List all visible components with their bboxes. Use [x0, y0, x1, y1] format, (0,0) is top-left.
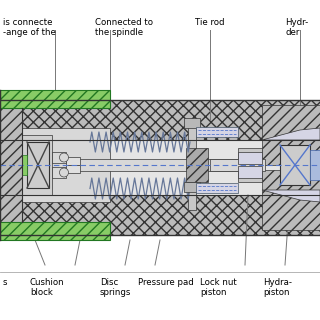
Text: Hydra-: Hydra- [263, 278, 292, 287]
Bar [186, 148, 208, 182]
Bar [196, 183, 238, 193]
Bar [262, 170, 320, 230]
Text: block: block [30, 288, 53, 297]
Text: Connected to: Connected to [95, 18, 153, 27]
Bar [188, 174, 196, 210]
Bar [310, 150, 320, 180]
Bar [0, 90, 110, 108]
Text: Hydr-: Hydr- [285, 18, 308, 27]
Bar [238, 148, 262, 182]
Bar [22, 128, 110, 202]
Bar [66, 157, 80, 165]
Bar [22, 135, 52, 195]
Bar [0, 100, 320, 140]
Bar [184, 182, 200, 192]
Bar [238, 166, 262, 178]
Text: Disc: Disc [100, 278, 118, 287]
Text: Pressure pad: Pressure pad [138, 278, 194, 287]
Text: piston: piston [263, 288, 290, 297]
Bar [210, 159, 265, 171]
Text: Lock nut: Lock nut [200, 278, 237, 287]
Bar [52, 167, 66, 178]
Bar [262, 105, 320, 165]
Bar [184, 118, 200, 128]
Bar [280, 145, 310, 185]
Text: is connecte: is connecte [3, 18, 52, 27]
Text: springs: springs [100, 288, 132, 297]
Bar [0, 195, 320, 235]
Bar [27, 142, 49, 188]
Text: der: der [285, 28, 300, 37]
Polygon shape [262, 128, 320, 140]
Circle shape [60, 168, 68, 177]
Bar [22, 155, 27, 175]
Text: the spindle: the spindle [95, 28, 143, 37]
Bar [78, 159, 238, 171]
Text: Cushion: Cushion [30, 278, 65, 287]
Bar [0, 140, 320, 195]
Bar [66, 165, 80, 173]
Bar [0, 108, 22, 222]
Bar [188, 120, 196, 156]
Text: -ange of the: -ange of the [3, 28, 56, 37]
Polygon shape [262, 190, 320, 202]
Bar [52, 152, 66, 163]
Circle shape [60, 153, 68, 162]
Text: Tie rod: Tie rod [195, 18, 225, 27]
Bar [196, 127, 238, 137]
Bar [238, 152, 262, 164]
Text: piston: piston [200, 288, 227, 297]
Text: s: s [3, 278, 7, 287]
Bar [0, 222, 110, 240]
